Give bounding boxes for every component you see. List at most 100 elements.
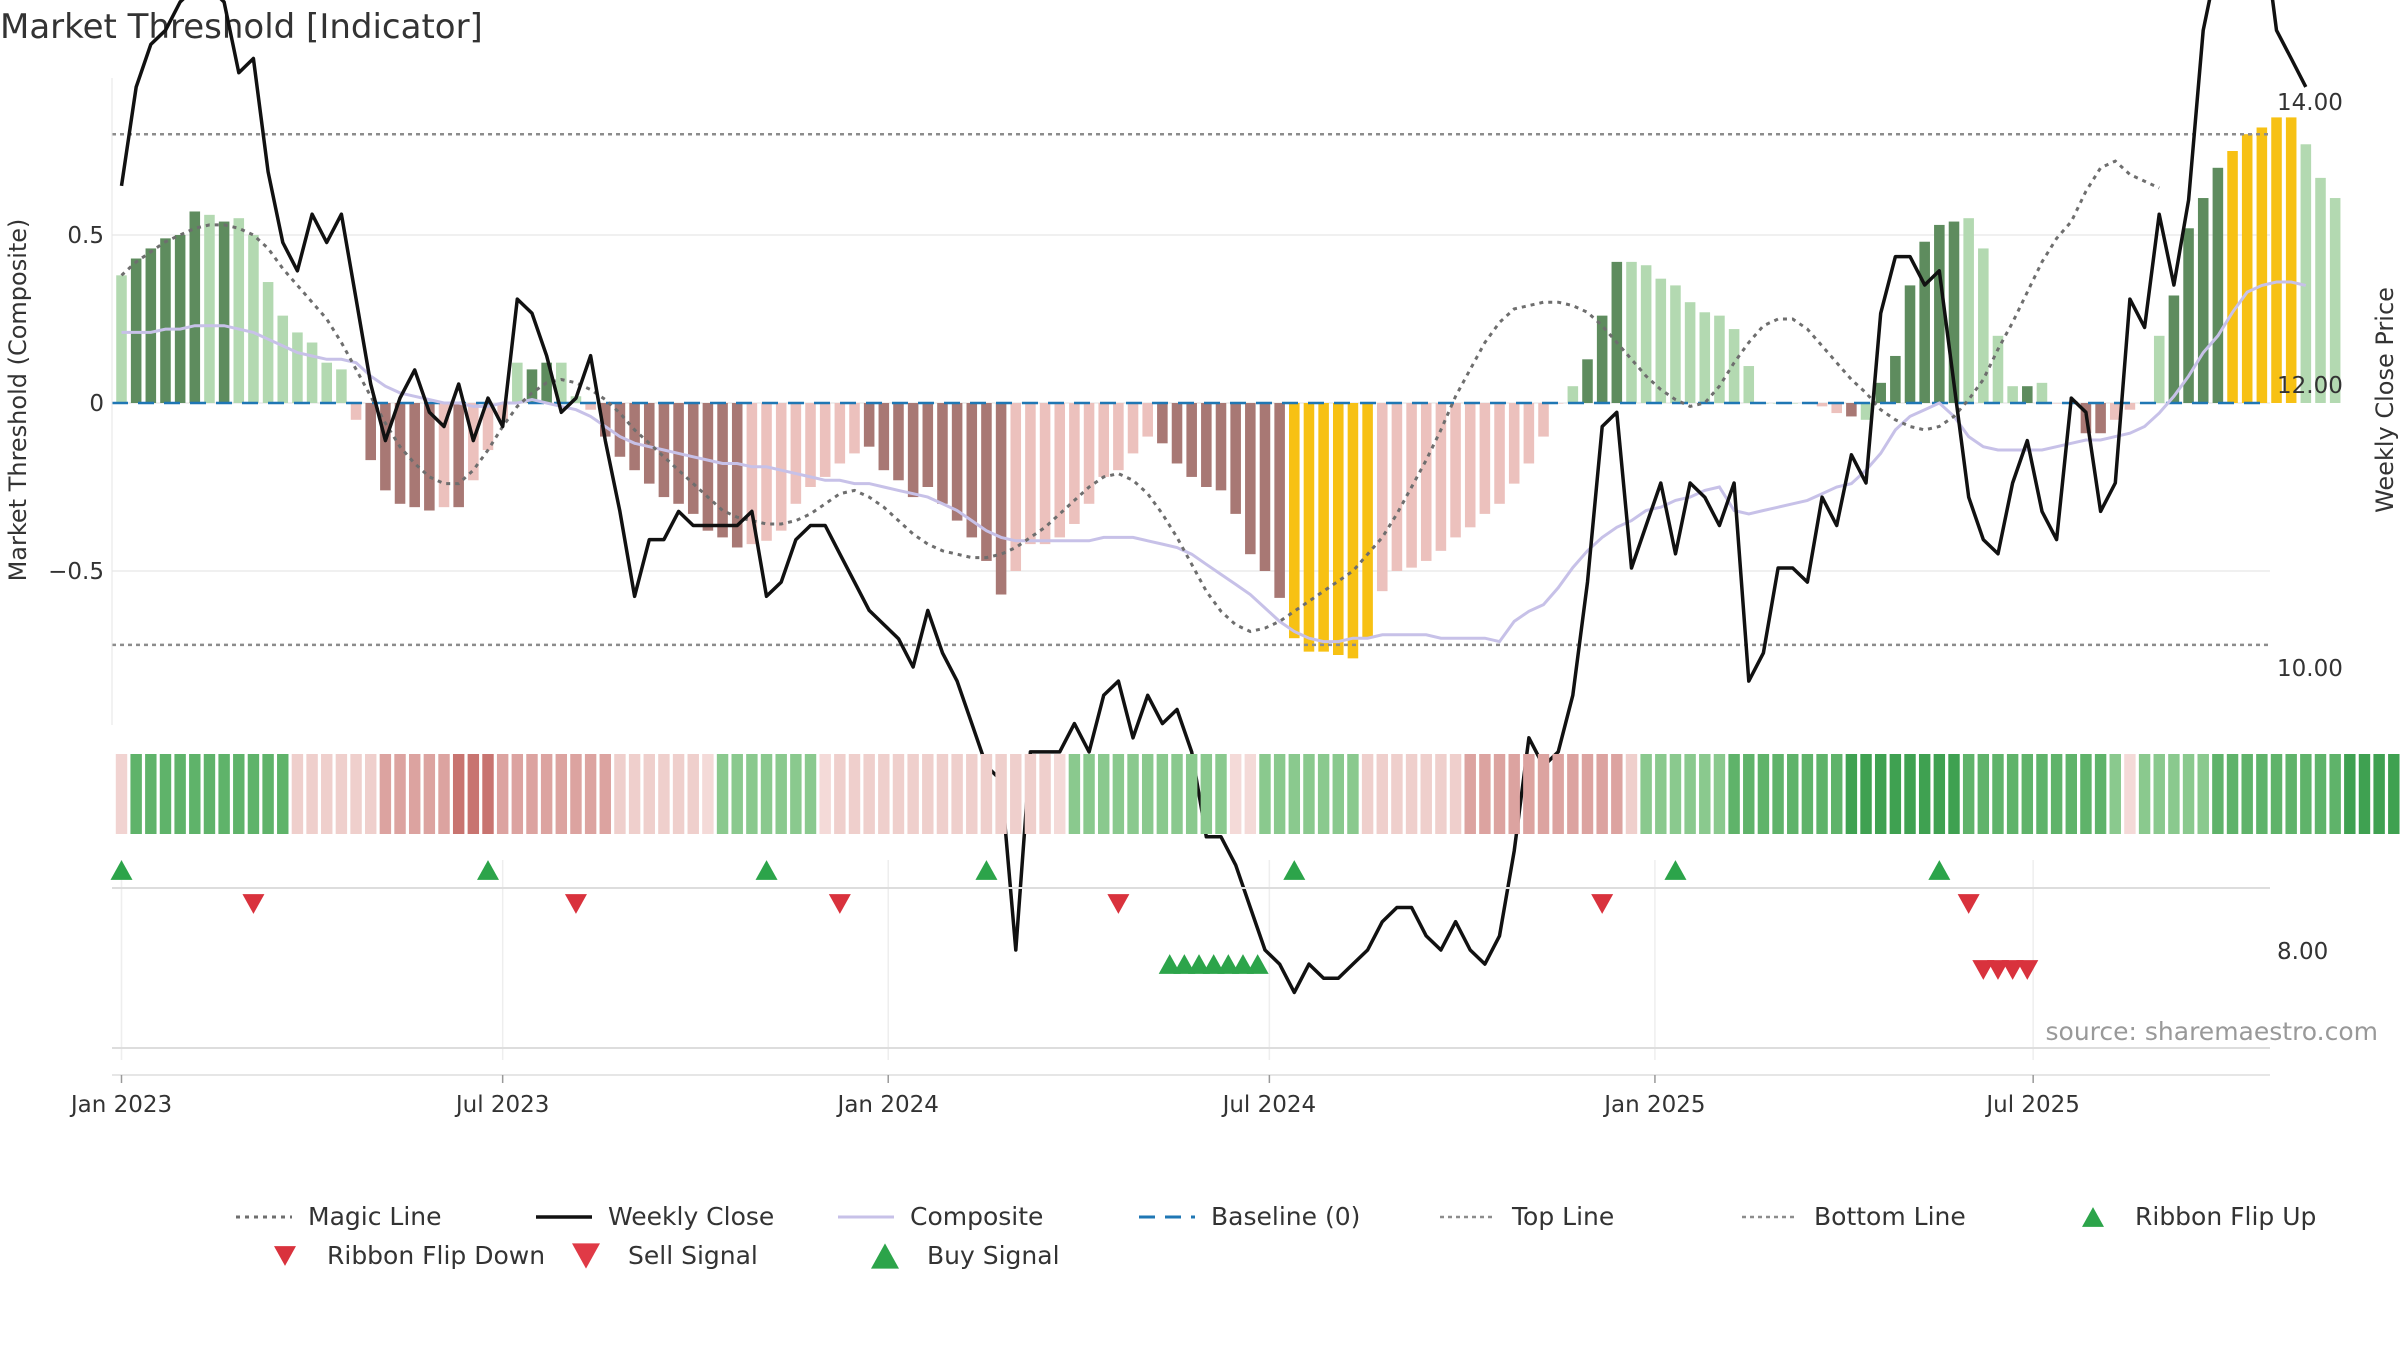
right-tick-label: 8.00 bbox=[2277, 939, 2328, 965]
ribbon-cell bbox=[570, 754, 582, 834]
buy-signal-marker bbox=[1246, 954, 1269, 974]
composite-bar bbox=[189, 211, 201, 403]
composite-bar bbox=[1479, 403, 1491, 514]
legend-label: Magic Line bbox=[308, 1202, 442, 1231]
ribbon-cell bbox=[1054, 754, 1066, 834]
composite-bar bbox=[1860, 403, 1872, 420]
ribbon-flip-up-marker bbox=[975, 860, 998, 880]
ribbon-cell bbox=[159, 754, 172, 834]
composite-bar bbox=[1376, 403, 1388, 592]
right-tick-label: 14.00 bbox=[2277, 90, 2343, 116]
ribbon-cell bbox=[1288, 754, 1301, 834]
buy-signal-marker bbox=[1188, 954, 1211, 974]
buy-signal-marker bbox=[1231, 954, 1254, 974]
ribbon-strip bbox=[115, 754, 2400, 834]
ribbon-cell bbox=[1948, 754, 1960, 834]
ribbon-cell bbox=[1010, 754, 1022, 834]
composite-bar bbox=[966, 403, 978, 538]
composite-bar bbox=[1523, 403, 1535, 464]
ribbon-cell bbox=[306, 754, 318, 834]
composite-bar bbox=[1127, 403, 1139, 454]
ribbon-cell bbox=[482, 754, 494, 834]
x-tick-label: Jul 2023 bbox=[454, 1092, 550, 1118]
composite-bar bbox=[1435, 403, 1447, 551]
composite-bar bbox=[1655, 278, 1667, 403]
composite-bar bbox=[1611, 261, 1623, 403]
ribbon-cell bbox=[1860, 754, 1872, 834]
legend-swatch bbox=[871, 1243, 899, 1269]
legend-item: Ribbon Flip Up bbox=[2082, 1202, 2316, 1231]
ribbon-cell bbox=[1039, 754, 1051, 834]
right-axis-label: Weekly Close Price bbox=[2371, 287, 2399, 513]
ribbon-cell bbox=[775, 754, 787, 834]
composite-bar bbox=[1186, 403, 1197, 477]
composite-bar bbox=[248, 235, 259, 403]
ribbon-cell bbox=[1347, 754, 1359, 834]
ribbon-cell bbox=[980, 754, 993, 834]
composite-bar bbox=[424, 403, 435, 511]
composite-bar bbox=[233, 218, 245, 403]
ribbon-cell bbox=[2373, 754, 2385, 834]
ribbon-cell bbox=[1200, 754, 1213, 834]
composite-bar bbox=[1494, 403, 1505, 504]
composite-bar bbox=[731, 403, 743, 548]
ribbon-cell bbox=[687, 754, 699, 834]
composite-bar bbox=[130, 258, 142, 403]
composite-bar bbox=[1699, 312, 1711, 403]
composite-bar bbox=[922, 403, 934, 487]
composite-bar bbox=[1904, 285, 1916, 403]
ribbon-cell bbox=[2358, 754, 2371, 834]
ribbon-cell bbox=[335, 754, 348, 834]
ribbon-cell bbox=[1185, 754, 1198, 834]
composite-bar bbox=[1362, 403, 1373, 639]
ribbon-cell bbox=[834, 754, 846, 834]
composite-bar bbox=[1816, 403, 1828, 407]
composite-bar bbox=[1303, 403, 1315, 652]
composite-bar bbox=[1333, 403, 1344, 655]
ribbon-cell bbox=[2182, 754, 2195, 834]
ribbon-cell bbox=[2153, 754, 2165, 834]
ribbon-cell bbox=[1391, 754, 1403, 834]
ribbon-cell bbox=[1493, 754, 1506, 834]
composite-bar bbox=[2212, 167, 2224, 403]
ribbon-cell bbox=[1977, 754, 1990, 834]
composite-bar bbox=[380, 403, 391, 491]
composite-bar bbox=[1875, 382, 1886, 403]
legend-label: Sell Signal bbox=[628, 1241, 758, 1270]
ribbon-cell bbox=[1083, 754, 1095, 834]
ribbon-cell bbox=[1479, 754, 1491, 834]
ribbon-cell bbox=[2065, 754, 2077, 834]
ribbon-cell bbox=[2197, 754, 2209, 834]
legend-swatch bbox=[572, 1243, 600, 1269]
ribbon-cell bbox=[1816, 754, 1828, 834]
left-tick-label: −0.5 bbox=[48, 559, 104, 585]
right-tick-label: 12.00 bbox=[2277, 373, 2343, 399]
ribbon-cell bbox=[966, 754, 978, 834]
composite-bar bbox=[1846, 403, 1857, 417]
composite-bar bbox=[585, 403, 596, 410]
ribbon-cell bbox=[1992, 754, 2004, 834]
ribbon-cell bbox=[1405, 754, 1418, 834]
ribbon-cell bbox=[863, 754, 875, 834]
ribbon-cell bbox=[1215, 754, 1227, 834]
composite-bar bbox=[600, 403, 611, 437]
composite-bar bbox=[482, 403, 494, 451]
ribbon-cell bbox=[2226, 754, 2239, 834]
left-tick-label: 0 bbox=[89, 391, 104, 417]
sell-signal-marker bbox=[1972, 960, 1995, 980]
composite-bar bbox=[2095, 403, 2106, 434]
ribbon-flip-down-marker bbox=[1107, 894, 1130, 914]
ribbon-cell bbox=[1962, 754, 1975, 834]
ribbon-cell bbox=[1699, 754, 1711, 834]
ribbon-cell bbox=[819, 754, 831, 834]
sell-signal-marker bbox=[2016, 960, 2039, 980]
ribbon-flip-down-marker bbox=[242, 894, 265, 914]
legend-swatch bbox=[2082, 1207, 2104, 1227]
ribbon-cell bbox=[467, 754, 480, 834]
legend-swatch bbox=[274, 1246, 296, 1266]
composite-bar bbox=[1582, 359, 1593, 403]
ribbon-cell bbox=[1537, 754, 1550, 834]
ribbon-cell bbox=[1508, 754, 1520, 834]
legend-item: Baseline (0) bbox=[1139, 1202, 1360, 1231]
